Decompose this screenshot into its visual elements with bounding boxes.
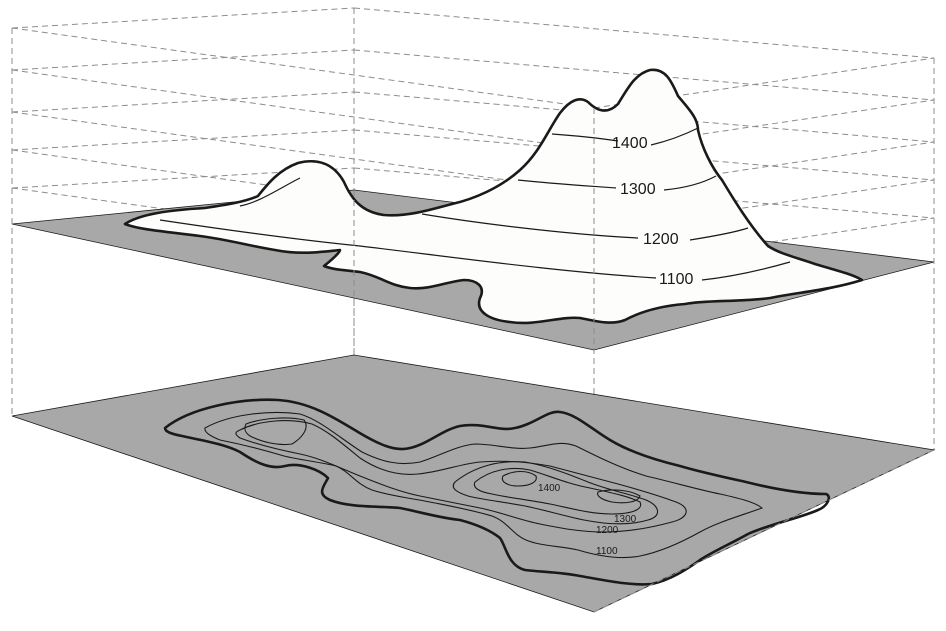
upper-label-1200: 1200 — [643, 231, 679, 248]
upper-label-1400: 1400 — [612, 135, 648, 152]
lower-contour-labels: 1400 1300 1200 1100 — [538, 483, 637, 557]
terrain-contours — [159, 127, 791, 281]
lower-label-1200: 1200 — [596, 525, 619, 536]
upper-contour-labels: 1400 1300 1200 1100 — [612, 135, 694, 288]
map-contours-inner — [204, 412, 764, 559]
terrain-surface — [123, 68, 864, 325]
map-contour-outer — [163, 398, 831, 586]
lower-label-1100: 1100 — [596, 546, 618, 557]
upper-label-1300: 1300 — [620, 181, 656, 198]
lower-plane — [11, 354, 936, 613]
bounding-box-bottom-edge — [593, 449, 935, 613]
lower-label-1400: 1400 — [538, 483, 561, 494]
upper-label-1100: 1100 — [659, 271, 694, 288]
lower-label-1300: 1300 — [614, 514, 637, 525]
